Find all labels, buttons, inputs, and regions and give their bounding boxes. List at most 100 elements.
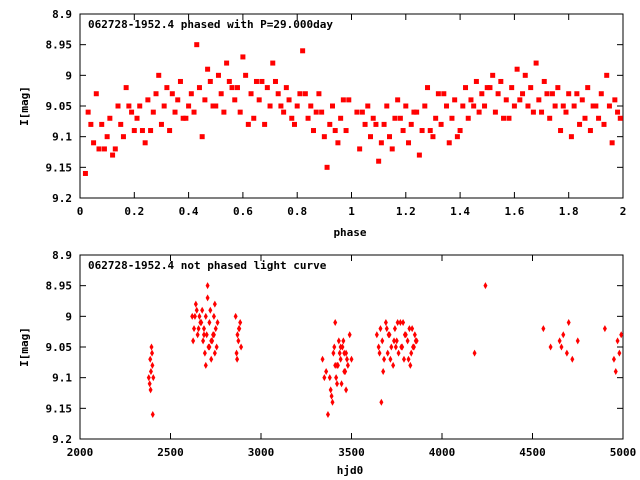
bottom-data-point xyxy=(194,306,199,314)
top-data-point xyxy=(85,109,91,115)
bottom-data-point xyxy=(205,282,210,290)
bottom-data-point xyxy=(341,337,346,345)
bottom-axis-ticks: 2000 2500 3000 3500 4000 4500 5000 8.9 8.95 9 9.05… xyxy=(46,249,637,459)
bottom-data-point xyxy=(389,343,394,351)
top-data-point xyxy=(321,134,327,140)
top-data-point xyxy=(275,91,281,97)
bottom-y-tick-label: 9.15 xyxy=(46,402,73,415)
top-data-point xyxy=(533,60,539,66)
top-data-point xyxy=(365,103,371,109)
top-data-point xyxy=(514,66,520,72)
bottom-data-point xyxy=(378,325,383,333)
top-x-tick-label: 1 xyxy=(348,205,355,218)
bottom-data-point xyxy=(402,331,407,339)
top-data-point xyxy=(172,109,178,115)
top-data-point xyxy=(346,97,352,103)
top-data-point xyxy=(387,134,393,140)
top-data-point xyxy=(139,128,145,134)
bottom-data-point xyxy=(148,368,153,376)
top-data-point xyxy=(329,103,335,109)
top-data-point xyxy=(530,109,536,115)
top-data-point xyxy=(289,115,295,121)
top-data-point xyxy=(145,97,151,103)
top-data-point xyxy=(313,109,319,115)
top-data-point xyxy=(96,146,102,152)
bottom-data-point xyxy=(336,337,341,345)
top-x-tick-label: 2 xyxy=(620,205,627,218)
top-data-point xyxy=(180,115,186,121)
top-data-point xyxy=(210,103,216,109)
bottom-data-point xyxy=(202,349,207,357)
top-x-tick-label: 1.4 xyxy=(450,205,470,218)
bottom-data-point xyxy=(332,343,337,351)
top-data-point xyxy=(555,85,561,91)
top-data-point xyxy=(517,97,523,103)
bottom-data-point xyxy=(407,325,412,333)
top-data-point xyxy=(433,115,439,121)
top-data-point xyxy=(373,121,379,127)
top-data-point xyxy=(601,121,607,127)
bottom-data-point xyxy=(406,355,411,363)
top-data-point xyxy=(430,134,436,140)
top-data-point xyxy=(202,97,208,103)
top-data-point xyxy=(332,128,338,134)
bottom-data-point xyxy=(564,349,569,357)
bottom-data-point xyxy=(201,325,206,333)
bottom-data-point xyxy=(329,392,334,400)
bottom-data-point xyxy=(149,343,154,351)
top-data-points xyxy=(82,42,623,176)
top-y-tick-label: 9.1 xyxy=(52,131,72,144)
top-plot-title: 062728-1952.4 phased with P=29.000day xyxy=(88,18,333,31)
top-data-point xyxy=(446,140,452,146)
bottom-data-point xyxy=(602,325,607,333)
top-data-point xyxy=(340,97,346,103)
top-data-point xyxy=(281,109,287,115)
top-data-point xyxy=(226,78,232,84)
bottom-data-point xyxy=(396,349,401,357)
top-data-point xyxy=(291,121,297,127)
bottom-y-tick-label: 9.2 xyxy=(52,433,72,446)
bottom-data-point xyxy=(205,294,210,302)
top-data-point xyxy=(609,140,615,146)
top-x-axis-title: phase xyxy=(333,226,366,239)
bottom-data-point xyxy=(344,355,349,363)
top-data-point xyxy=(310,128,316,134)
bottom-data-point xyxy=(339,380,344,388)
top-data-point xyxy=(191,109,197,115)
bottom-data-point xyxy=(197,312,202,320)
bottom-data-point xyxy=(212,300,217,308)
bottom-y-tick-label: 9.1 xyxy=(52,372,72,385)
top-data-point xyxy=(560,103,566,109)
top-data-point xyxy=(492,109,498,115)
top-data-point xyxy=(419,128,425,134)
bottom-data-point xyxy=(575,337,580,345)
top-data-point xyxy=(528,85,534,91)
top-data-point xyxy=(585,85,591,91)
bottom-data-point xyxy=(215,318,220,326)
top-data-point xyxy=(441,91,447,97)
top-data-point xyxy=(118,121,124,127)
top-data-point xyxy=(384,103,390,109)
bottom-x-tick-label: 4500 xyxy=(519,446,546,459)
top-data-point xyxy=(427,128,433,134)
top-data-point xyxy=(408,121,414,127)
top-data-point xyxy=(471,103,477,109)
bottom-data-point xyxy=(472,349,477,357)
bottom-data-point xyxy=(211,312,216,320)
top-data-point xyxy=(91,140,97,146)
top-data-point xyxy=(142,140,148,146)
bottom-data-point xyxy=(392,337,397,345)
top-data-point xyxy=(137,103,143,109)
bottom-data-point xyxy=(408,361,413,369)
top-x-tick-label: 1.6 xyxy=(504,205,524,218)
top-data-point xyxy=(511,103,517,109)
top-data-point xyxy=(300,48,306,54)
top-data-point xyxy=(457,128,463,134)
bottom-data-point xyxy=(566,318,571,326)
top-data-point xyxy=(272,78,278,84)
top-data-point xyxy=(234,85,240,91)
bottom-data-point xyxy=(409,349,414,357)
bottom-data-point xyxy=(203,361,208,369)
top-x-tick-label: 0 xyxy=(77,205,84,218)
top-data-point xyxy=(522,72,528,78)
